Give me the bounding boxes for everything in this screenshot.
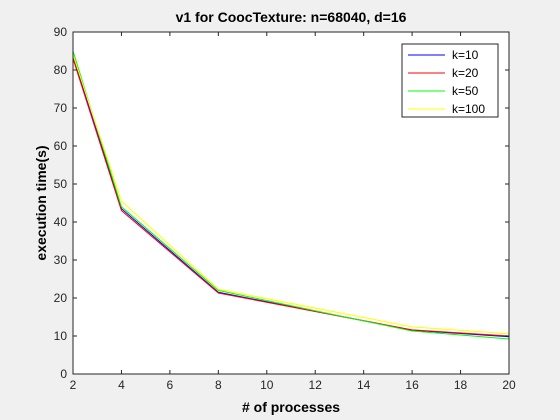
y-tick-label: 0 xyxy=(60,367,67,381)
x-tick-label: 6 xyxy=(167,378,174,392)
axes-box xyxy=(72,31,510,375)
y-tick-label: 80 xyxy=(54,63,68,77)
y-tick-label: 90 xyxy=(54,25,68,39)
series-line-k-100 xyxy=(72,54,510,335)
y-tick-label: 40 xyxy=(54,215,68,229)
legend-box xyxy=(401,43,499,118)
series-line-k-50 xyxy=(72,50,510,340)
series-line-k-20 xyxy=(72,58,510,337)
y-tick-label: 30 xyxy=(54,253,68,267)
y-tick-label: 60 xyxy=(54,139,68,153)
legend: k=10 k=20 k=50 k=100 xyxy=(401,43,499,118)
x-tick-label: 16 xyxy=(405,378,419,392)
series-line-k-10 xyxy=(72,56,510,338)
y-tick-label: 20 xyxy=(54,291,68,305)
chart-title: v1 for CoocTexture: n=68040, d=16 xyxy=(176,9,407,25)
legend-label: k=10 xyxy=(452,48,479,62)
x-tick-label: 8 xyxy=(215,378,222,392)
legend-label: k=100 xyxy=(452,102,485,116)
x-tick-label: 4 xyxy=(118,378,125,392)
series-layer xyxy=(72,50,510,340)
x-tick-label: 10 xyxy=(260,378,274,392)
x-axis-label: # of processes xyxy=(242,399,340,415)
y-tick-label: 70 xyxy=(54,101,68,115)
legend-label: k=20 xyxy=(452,66,479,80)
x-tick-label: 12 xyxy=(309,378,323,392)
y-axis-label: execution time(s) xyxy=(33,145,49,260)
y-tick-label: 50 xyxy=(54,177,68,191)
ticks-layer: 2 4 6 8 10 12 14 16 18 20 0 10 20 30 40 50 60 70 80 90 xyxy=(54,25,516,392)
x-tick-label: 2 xyxy=(70,378,77,392)
x-tick-label: 18 xyxy=(454,378,468,392)
x-tick-label: 20 xyxy=(502,378,516,392)
y-tick-label: 10 xyxy=(54,329,68,343)
x-tick-label: 14 xyxy=(357,378,371,392)
legend-label: k=50 xyxy=(452,84,479,98)
